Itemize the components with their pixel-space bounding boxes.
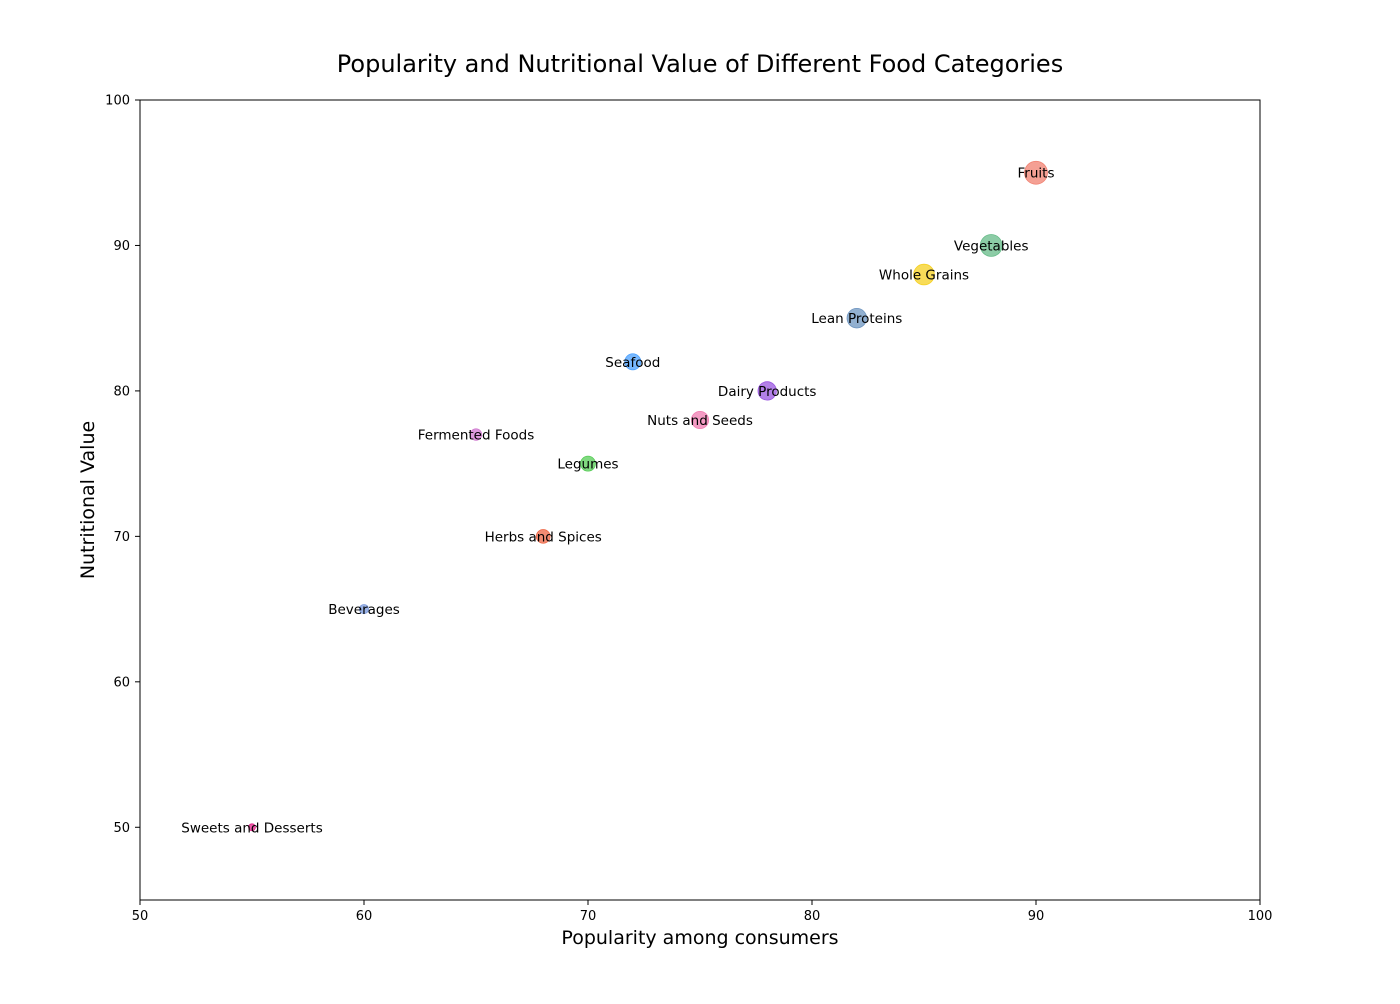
x-axis: 50 60 70 80 90 100 <box>132 900 1273 924</box>
y-axis: 50 60 70 80 90 100 <box>105 94 140 836</box>
point-labels-layer: Fruits Vegetables Whole Grains Lean Protein… <box>181 166 1054 837</box>
chart-title: Popularity and Nutritional Value of Diff… <box>337 50 1063 78</box>
x-tick-label: 50 <box>132 909 149 924</box>
data-point-label: Nuts and Seeds <box>647 413 753 429</box>
data-point <box>690 410 710 430</box>
x-tick-label: 60 <box>356 909 373 924</box>
x-tick-label: 90 <box>1028 909 1045 924</box>
y-tick-label: 90 <box>113 239 130 254</box>
data-point <box>535 529 551 544</box>
y-tick-label: 60 <box>113 675 130 690</box>
data-point <box>358 604 369 615</box>
y-axis-label: Nutritional Value <box>77 421 99 579</box>
data-point <box>979 234 1003 257</box>
data-point <box>469 428 483 441</box>
data-point <box>624 353 642 371</box>
x-tick-label: 80 <box>804 909 821 924</box>
data-point-label: Whole Grains <box>879 268 969 284</box>
data-point <box>846 308 867 329</box>
data-point-label: Seafood <box>605 355 660 371</box>
data-point-label: Dairy Products <box>718 384 817 400</box>
y-tick-label: 70 <box>113 530 130 545</box>
points-layer <box>248 160 1048 832</box>
data-point <box>1024 160 1048 185</box>
y-tick-label: 100 <box>105 94 130 109</box>
data-point-label: Legumes <box>557 457 618 473</box>
data-point-label: Beverages <box>328 602 400 618</box>
x-tick-label: 100 <box>1248 909 1273 924</box>
x-tick-label: 70 <box>580 909 597 924</box>
x-axis-label: Popularity among consumers <box>561 927 838 949</box>
data-point-label: Sweets and Desserts <box>181 820 322 836</box>
y-tick-label: 50 <box>113 821 130 836</box>
data-point <box>913 263 935 286</box>
data-point-label: Fermented Foods <box>418 428 535 444</box>
data-point <box>757 381 777 401</box>
data-point-label: Lean Proteins <box>811 311 902 327</box>
data-point <box>580 455 596 472</box>
data-point-label: Fruits <box>1018 166 1055 182</box>
plot-area <box>139 99 1261 901</box>
y-tick-label: 80 <box>113 384 130 399</box>
data-point <box>248 823 256 832</box>
data-point-label: Herbs and Spices <box>485 529 602 545</box>
data-point-label: Vegetables <box>954 238 1029 254</box>
